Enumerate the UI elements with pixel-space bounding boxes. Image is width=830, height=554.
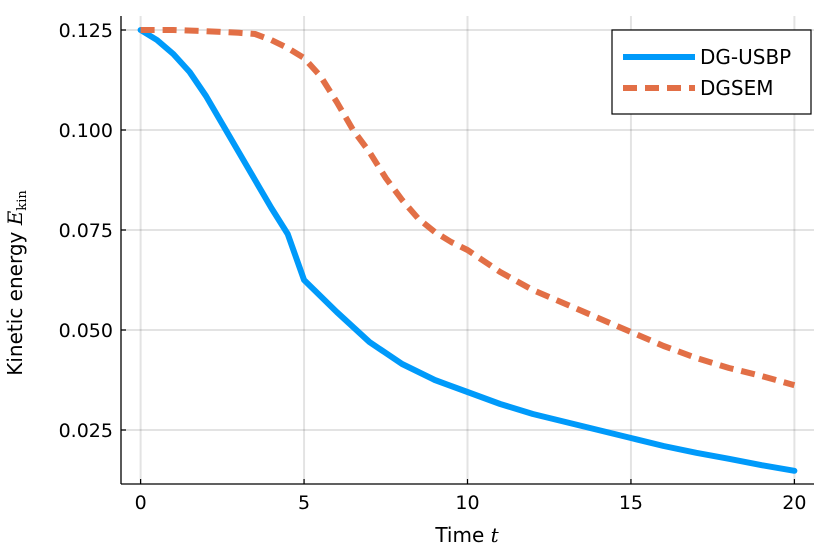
legend-label-dg-usbp: DG-USBP: [700, 45, 791, 69]
x-axis-label-var: t: [491, 523, 500, 547]
y-ticks: 0.025 0.050 0.075 0.100 0.125: [59, 20, 126, 442]
x-axis-label: Time t: [434, 523, 499, 547]
series-lines: [137, 27, 798, 474]
x-tick-label-3: 15: [619, 492, 643, 514]
legend-box: [611, 29, 812, 115]
x-tick-label-2: 10: [455, 492, 479, 514]
x-ticks: 0 5 10 15 20: [135, 479, 806, 514]
y-axis-label-text: Kinetic energy: [3, 231, 27, 375]
y-tick-label-4: 0.125: [59, 20, 113, 42]
y-tick-label-3: 0.100: [59, 120, 113, 142]
y-tick-label-1: 0.050: [59, 320, 113, 342]
y-axis-label-sub: kin: [15, 190, 30, 211]
x-axis-label-text: Time: [434, 523, 484, 547]
y-axis-label-var: E: [3, 210, 27, 226]
x-tick-label-0: 0: [135, 492, 147, 514]
y-axis-label: Kinetic energy Ekin: [3, 190, 30, 376]
y-tick-label-2: 0.075: [59, 220, 113, 242]
legend: DG-USBP DGSEM: [611, 29, 812, 115]
x-tick-label-4: 20: [782, 492, 806, 514]
x-tick-label-1: 5: [298, 492, 310, 514]
series-line-dgsem: [140, 27, 796, 389]
y-tick-label-0: 0.025: [59, 420, 113, 442]
series-line-dg-usbp: [137, 27, 798, 474]
legend-label-dgsem: DGSEM: [700, 76, 774, 100]
